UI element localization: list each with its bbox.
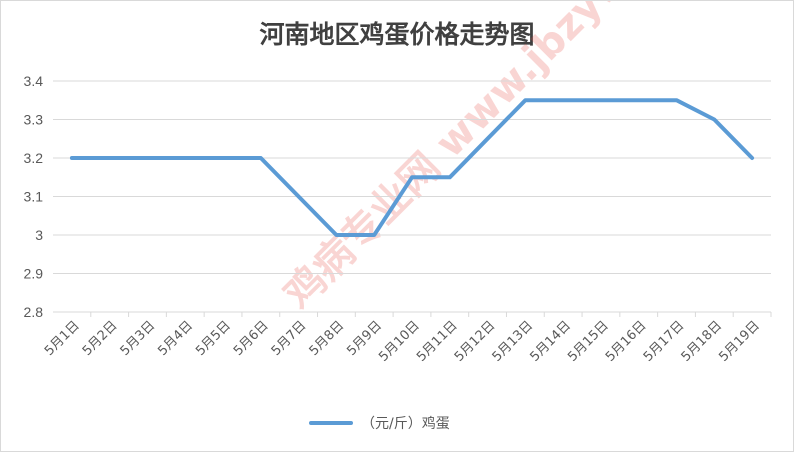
legend-line-swatch (309, 421, 353, 425)
watermark-text: 鸡病专业网 www.jbzyw.com (276, 1, 713, 318)
x-tick-label: 5月17日 (641, 318, 688, 365)
y-tick-label: 3.4 (24, 73, 44, 89)
x-tick-label: 5月13日 (490, 318, 537, 365)
chart-title: 河南地区鸡蛋价格走势图 (259, 20, 535, 49)
x-tick-label: 5月1日 (42, 318, 83, 359)
x-tick-label: 5月6日 (231, 318, 272, 359)
x-tick-label: 5月8日 (307, 318, 348, 359)
x-tick-label: 5月14日 (527, 318, 574, 365)
x-tick-label: 5月7日 (269, 318, 310, 359)
y-tick-label: 3 (35, 227, 43, 243)
y-tick-label: 3.1 (24, 189, 44, 205)
x-tick-label: 5月5日 (193, 318, 234, 359)
y-tick-label: 2.9 (24, 266, 44, 282)
x-tick-label: 5月2日 (80, 318, 121, 359)
x-tick-label: 5月12日 (452, 318, 499, 365)
legend: （元/斤）鸡蛋 (309, 411, 450, 435)
x-tick-label: 5月10日 (376, 318, 423, 365)
y-tick-label: 2.8 (24, 304, 44, 320)
x-tick-label: 5月16日 (603, 318, 650, 365)
x-tick-label: 5月4日 (155, 318, 196, 359)
legend-label: （元/斤）鸡蛋 (361, 416, 450, 432)
y-tick-label: 3.3 (24, 112, 44, 128)
x-tick-label: 5月18日 (679, 318, 726, 365)
x-tick-label: 5月11日 (414, 318, 461, 365)
watermark: 鸡病专业网 www.jbzyw.com (276, 1, 713, 318)
y-tick-label: 3.2 (24, 150, 44, 166)
x-tick-label: 5月3日 (118, 318, 159, 359)
series-line (69, 98, 755, 237)
x-tick-label: 5月15日 (565, 318, 612, 365)
x-tick-label: 5月19日 (716, 318, 763, 365)
